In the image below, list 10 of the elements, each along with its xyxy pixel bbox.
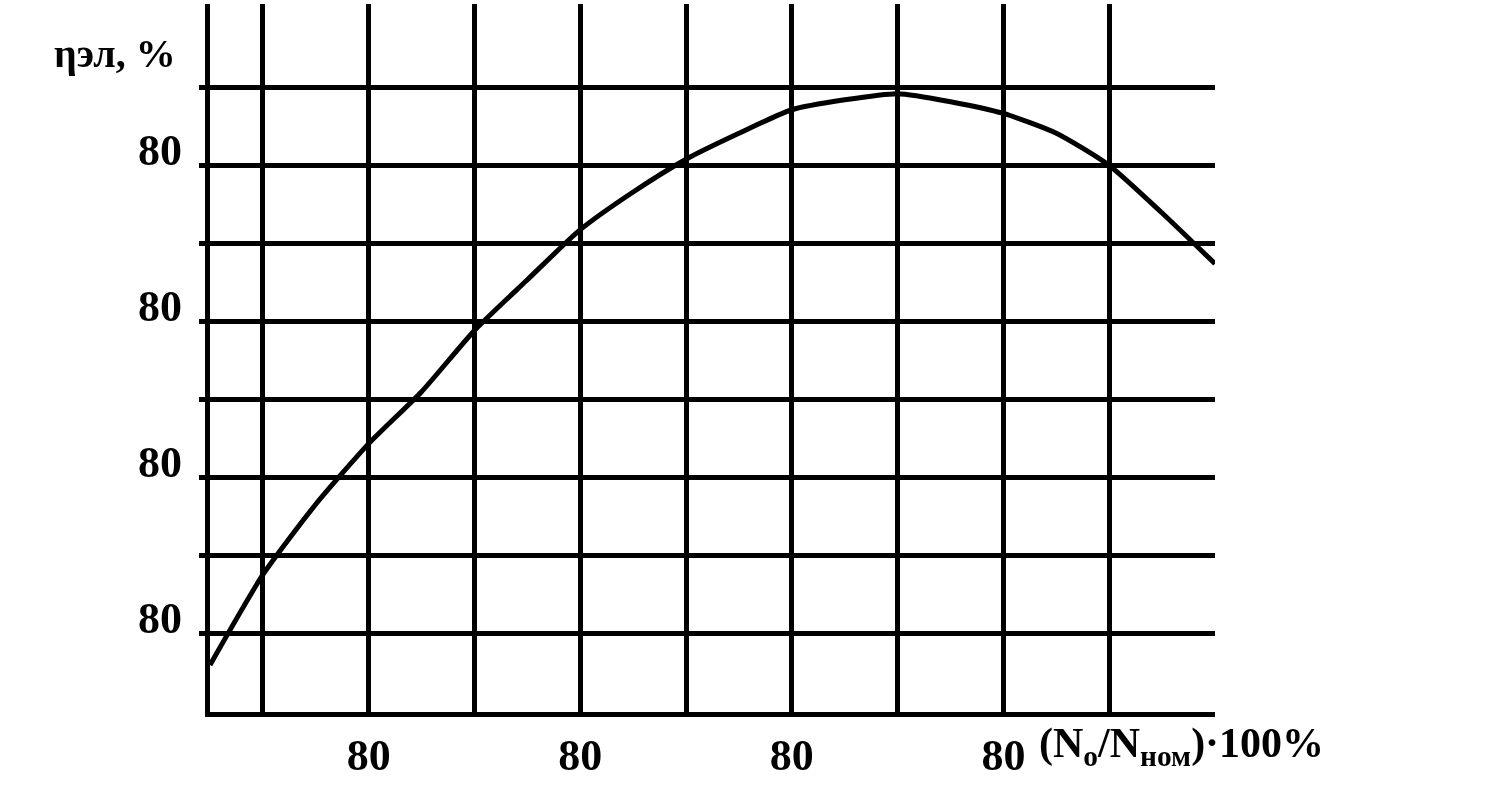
text: 80	[138, 438, 182, 487]
x-tick-label: 80	[558, 730, 603, 780]
text: 80	[138, 594, 182, 643]
text: 80	[138, 282, 182, 331]
x-tick-label: 80	[346, 730, 391, 780]
x-tick-label: 80	[981, 730, 1026, 780]
x-tick-label: 80	[769, 730, 814, 780]
x-axis-title: (N$_{о}$/N$_{ном}$)·100%	[1039, 720, 1325, 772]
y-axis-title: ηэл, %	[54, 31, 176, 76]
text: 80	[138, 126, 182, 175]
